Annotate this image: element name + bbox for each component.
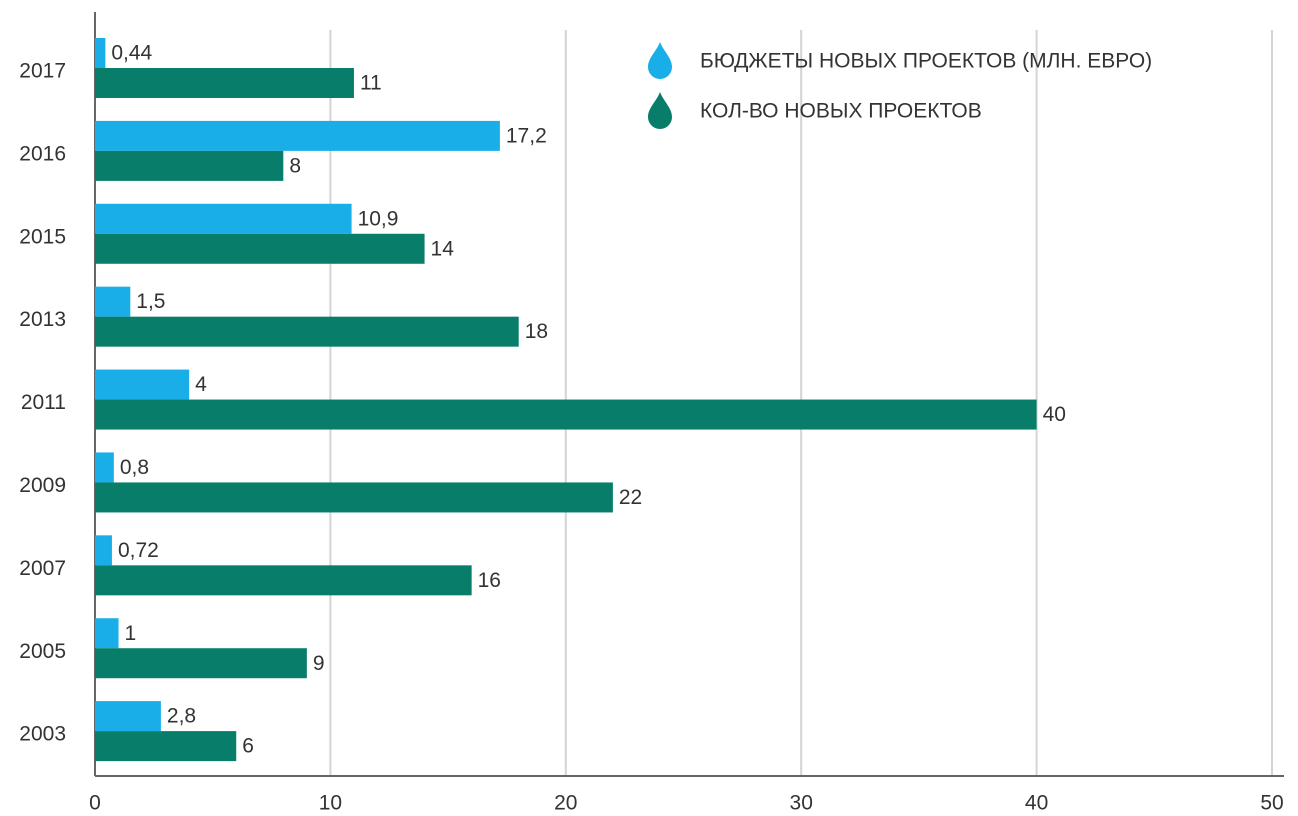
bar [95,482,613,513]
bar [95,399,1037,430]
bar [95,369,190,400]
y-tick-label: 2011 [21,391,66,414]
legend-label: БЮДЖЕТЫ НОВЫХ ПРОЕКТОВ (МЛН. ЕВРО) [700,50,1152,73]
data-label: 11 [360,72,382,95]
bar [95,316,519,347]
y-tick-label: 2005 [19,640,66,663]
bar [95,150,284,181]
bar [95,648,307,679]
legend-label: КОЛ-ВО НОВЫХ ПРОЕКТОВ [700,100,982,123]
data-label: 1,5 [136,290,165,313]
y-tick-label: 2007 [19,557,66,580]
data-label: 22 [619,486,642,509]
bar [95,38,106,68]
bar [95,701,161,732]
bar [95,452,114,483]
data-label: 8 [289,154,301,177]
bar [95,120,500,151]
bar [95,535,112,566]
data-label: 4 [195,373,207,396]
y-tick-label: 2015 [19,225,66,248]
legend-swatch [648,42,672,79]
data-label: 40 [1043,403,1066,426]
y-tick-label: 2013 [19,308,66,331]
data-label: 14 [431,237,455,260]
legend-swatch [648,92,672,129]
bar [95,286,131,317]
y-tick-label: 2009 [19,474,66,497]
y-tick-label: 2016 [19,142,66,165]
y-tick-label: 2003 [19,723,66,746]
x-tick-label: 50 [1260,792,1283,815]
data-label: 6 [242,735,254,758]
bar [95,565,472,596]
data-label: 9 [313,652,325,675]
data-label: 0,72 [118,539,159,562]
data-label: 0,44 [111,42,152,65]
data-label: 16 [478,569,501,592]
y-tick-label: 2017 [19,60,66,83]
data-label: 2,8 [167,705,196,728]
data-label: 0,8 [120,456,149,479]
data-label: 18 [525,320,548,343]
bar [95,618,119,649]
data-label: 10,9 [358,207,399,230]
x-tick-label: 20 [554,792,577,815]
x-tick-label: 40 [1025,792,1048,815]
data-label: 17,2 [506,124,547,147]
bar [95,731,237,762]
x-tick-label: 30 [790,792,813,815]
bar [95,203,352,234]
x-tick-label: 10 [319,792,342,815]
bar [95,68,354,98]
x-tick-label: 0 [89,792,101,815]
data-label: 1 [125,622,137,645]
bar [95,233,425,264]
